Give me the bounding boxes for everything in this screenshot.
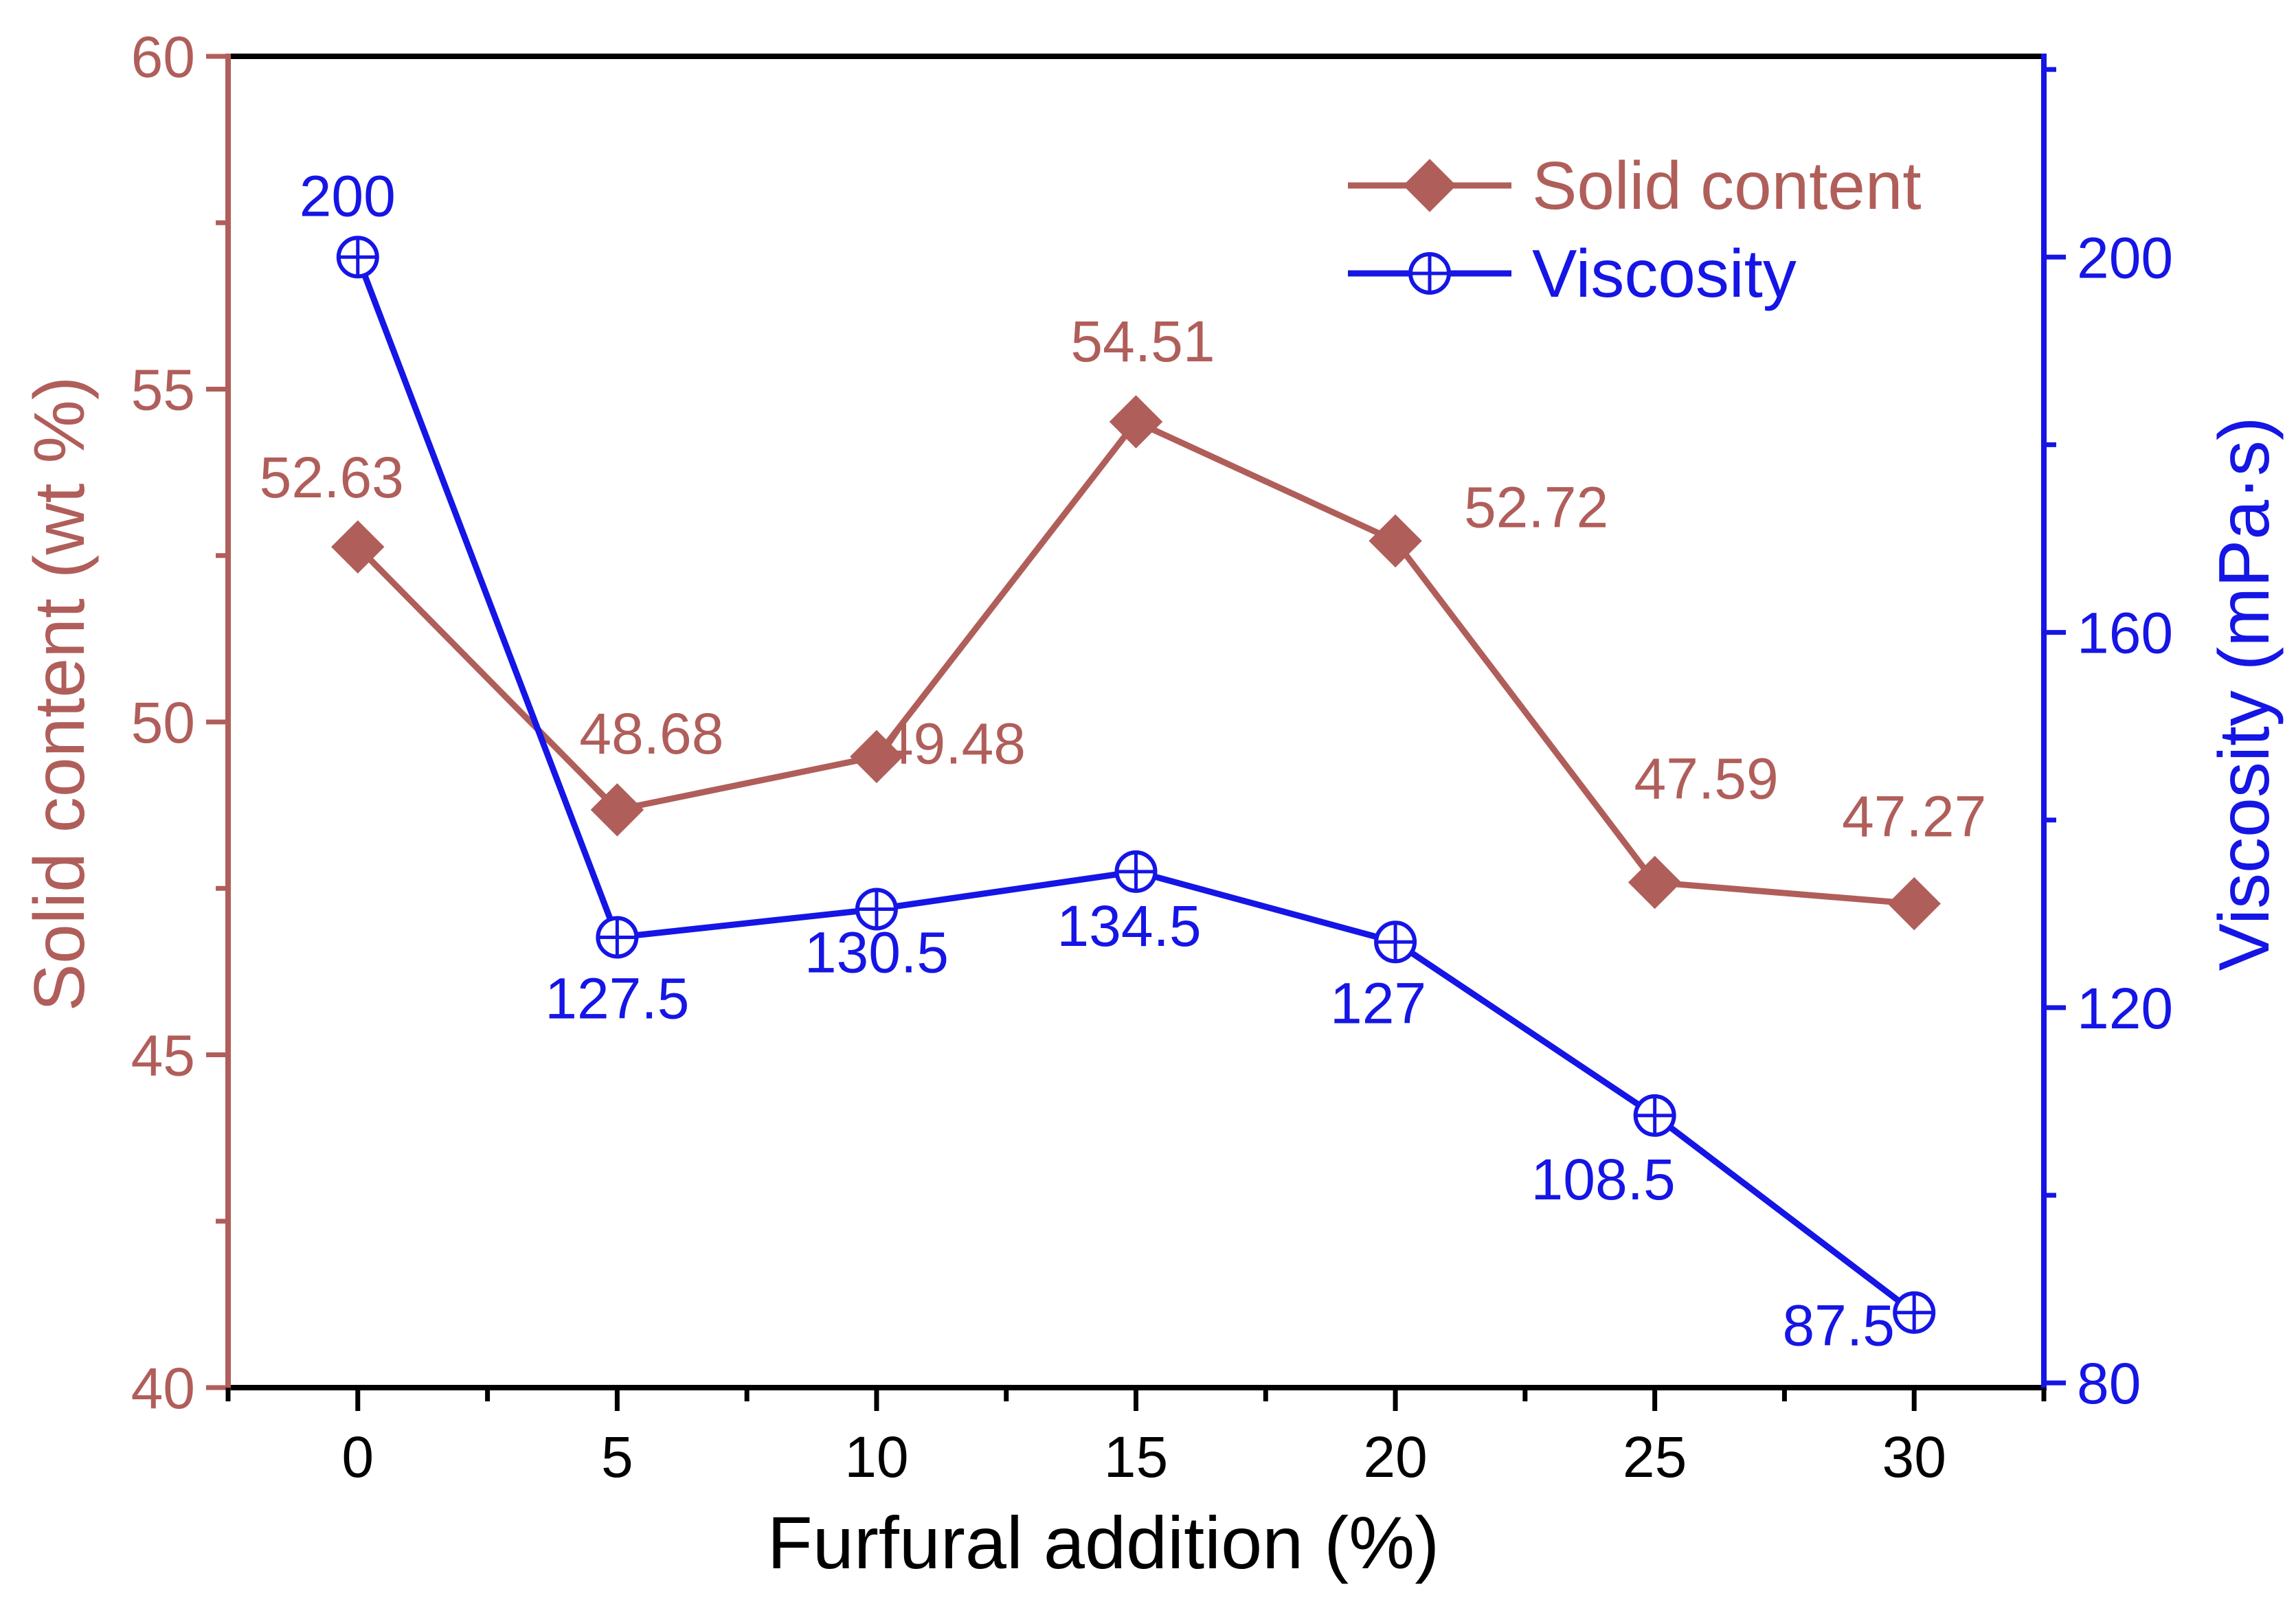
- viscosity-point: [596, 916, 639, 959]
- viscosity-data-label: 134.5: [1057, 894, 1201, 958]
- x-tick-label: 10: [844, 1425, 908, 1489]
- x-axis-title: Furfural addition (%): [767, 1501, 1439, 1584]
- x-axis: 0 5 10 15 20 25 30: [225, 1388, 2047, 1489]
- left-y-axis-title: Solid content (wt %): [20, 376, 100, 1012]
- legend-solid-marker: [1403, 159, 1456, 212]
- viscosity-point: [1114, 850, 1158, 893]
- viscosity-series: 200 127.5 130.5 134.5 127 108.5 87.5: [300, 163, 1936, 1358]
- solid-content-point: [331, 520, 385, 574]
- viscosity-point: [855, 888, 898, 931]
- viscosity-point: [1633, 1094, 1676, 1137]
- left-tick-label: 50: [131, 690, 195, 755]
- solid-content-point: [1109, 395, 1163, 449]
- legend: Solid content Viscosity: [1348, 148, 1922, 311]
- solid-content-point: [850, 730, 903, 784]
- viscosity-data-label: 108.5: [1531, 1147, 1676, 1212]
- solid-content-data-label: 47.27: [1842, 784, 1986, 849]
- x-tick-label: 25: [1623, 1425, 1687, 1489]
- viscosity-data-label: 130.5: [804, 920, 949, 984]
- solid-content-data-label: 48.68: [579, 701, 723, 766]
- left-tick-label: 55: [131, 358, 195, 422]
- legend-viscosity-label: Viscosity: [1532, 236, 1797, 311]
- solid-content-line: [355, 418, 1915, 907]
- viscosity-point: [336, 236, 379, 279]
- left-tick-label: 60: [131, 25, 195, 89]
- solid-content-data-label: 52.72: [1464, 475, 1608, 539]
- right-tick-label: 160: [2077, 601, 2173, 666]
- solid-content-data-label: 49.48: [881, 711, 1026, 776]
- viscosity-data-label: 87.5: [1782, 1294, 1895, 1358]
- right-tick-label: 120: [2077, 976, 2173, 1041]
- x-tick-label: 5: [601, 1425, 633, 1489]
- solid-content-point: [590, 783, 644, 837]
- x-tick-label: 0: [341, 1425, 374, 1489]
- right-y-axis-title: Viscosity (mPa·s): [2205, 416, 2284, 971]
- right-y-axis: 80 120 160 200: [2041, 54, 2173, 1416]
- right-tick-label: 200: [2077, 225, 2173, 290]
- legend-solid-label: Solid content: [1532, 148, 1922, 223]
- right-tick-label: 80: [2077, 1351, 2141, 1416]
- solid-content-point: [1887, 877, 1941, 931]
- left-tick-label: 40: [131, 1356, 195, 1421]
- left-tick-label: 45: [131, 1024, 195, 1088]
- viscosity-data-label: 127: [1330, 971, 1426, 1035]
- x-tick-label: 15: [1104, 1425, 1168, 1489]
- x-tick-label: 30: [1882, 1425, 1946, 1489]
- viscosity-point: [1893, 1291, 1936, 1334]
- solid-content-point: [1628, 855, 1682, 910]
- solid-content-series: 52.63 48.68 49.48 54.51 52.72 47.59 47.27: [260, 309, 1986, 931]
- left-y-axis: 40 45 50 55 60: [131, 25, 231, 1421]
- legend-viscosity-marker: [1408, 252, 1451, 295]
- viscosity-data-label: 127.5: [545, 966, 689, 1030]
- solid-content-data-label: 47.59: [1634, 747, 1779, 811]
- solid-content-data-label: 54.51: [1070, 309, 1215, 374]
- viscosity-data-label: 200: [300, 163, 396, 228]
- solid-content-data-label: 52.63: [260, 445, 404, 510]
- viscosity-point: [1374, 920, 1417, 964]
- x-tick-label: 20: [1363, 1425, 1427, 1489]
- solid-content-point: [1369, 514, 1422, 568]
